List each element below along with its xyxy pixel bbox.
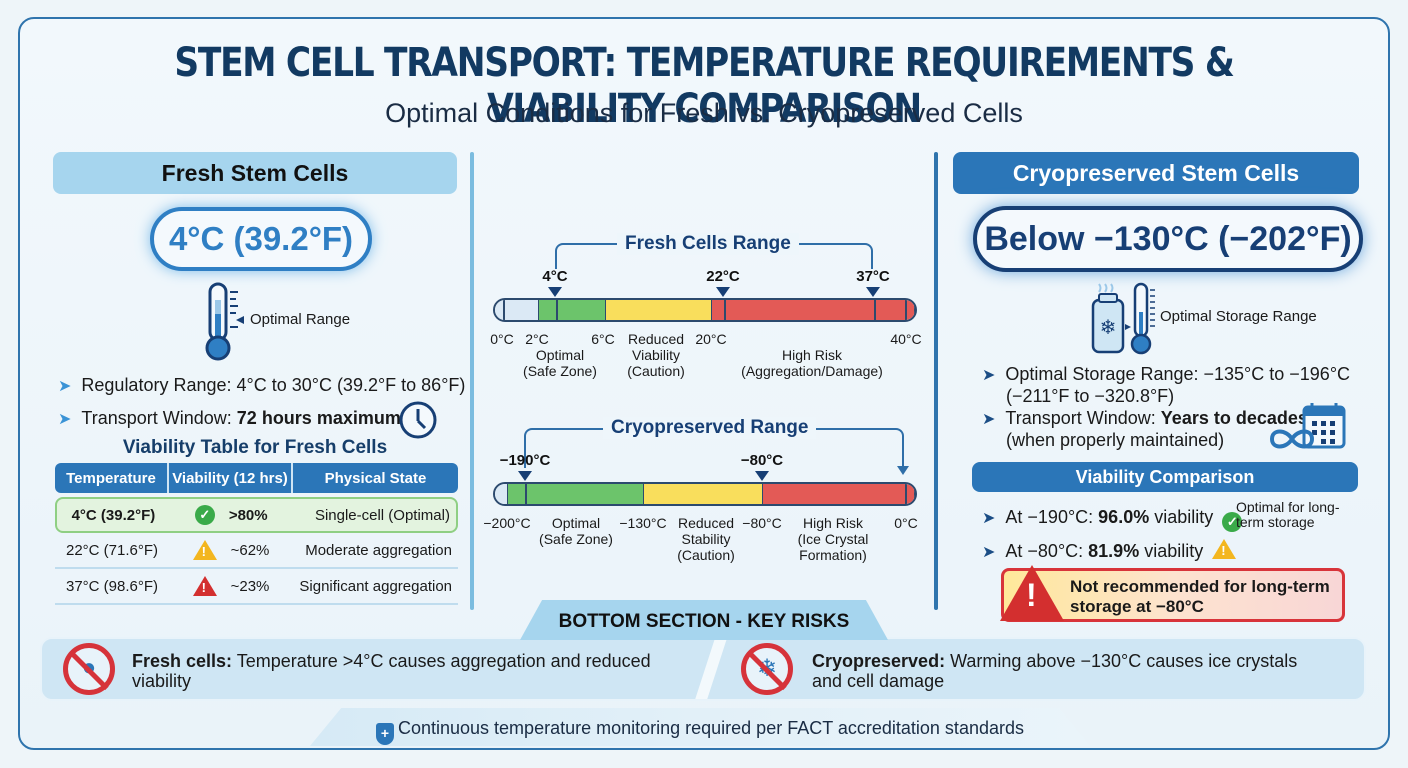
fresh-bullet-transport: ➤ Transport Window: 72 hours maximum xyxy=(58,408,401,428)
tick-label: 40°C xyxy=(890,331,922,347)
tick-label: −80°C xyxy=(742,515,782,531)
cryo-range-title: Cryopreserved Range xyxy=(603,417,817,439)
cryo-temperature-gauge xyxy=(493,482,917,506)
arrow-icon: ➤ xyxy=(982,411,996,428)
comparison-item: ➤ At −190°C: 96.0% viability ✓ xyxy=(982,507,1246,532)
tick-label: 2°C xyxy=(525,331,549,347)
zone-label: High Risk (Aggregation/Damage) xyxy=(741,347,883,379)
gauge-zone-cold xyxy=(495,300,539,320)
zone-label: High Risk (Ice Crystal Formation) xyxy=(797,515,869,563)
marker-arrow-icon xyxy=(866,287,880,297)
column-header: Temperature xyxy=(55,463,169,493)
arrow-icon: ➤ xyxy=(58,378,72,395)
bracket-arrow-icon xyxy=(897,466,909,475)
table-row: 37°C (98.6°F) ~23% Significant aggregati… xyxy=(55,569,458,605)
zone-label: Reduced Stability (Caution) xyxy=(677,515,735,563)
key-risks-title: BOTTOM SECTION - KEY RISKS xyxy=(520,600,888,640)
svg-text:❄: ❄ xyxy=(1100,317,1117,339)
table-row: 22°C (71.6°F) ~62% Moderate aggregation xyxy=(55,533,458,569)
risk-fresh: Fresh cells: Temperature >4°C causes agg… xyxy=(132,651,651,691)
cryo-bullet-transport: ➤ Transport Window: Years to decades (when… xyxy=(982,408,1308,450)
comparison-note: Optimal for long-term storage xyxy=(1236,499,1340,530)
cryo-icon-label: Optimal Storage Range xyxy=(1160,308,1317,325)
check-icon: ✓ xyxy=(194,505,215,525)
gauge-zone-risk xyxy=(712,300,915,320)
clock-icon xyxy=(399,401,437,439)
check-icon: ✓ xyxy=(1222,512,1243,532)
fresh-temperature-gauge xyxy=(493,298,917,322)
viability-table-title: Viability Table for Fresh Cells xyxy=(122,437,388,458)
cryo-panel-heading: Cryopreserved Stem Cells xyxy=(953,152,1359,194)
page-title: Stem Cell Transport: Temperature Require… xyxy=(174,40,1234,132)
marker-22c: 22°C xyxy=(693,268,753,297)
page-subtitle: Optimal Conditions for Fresh vs. Cryopre… xyxy=(385,98,1023,128)
tick-label: 0°C xyxy=(894,515,918,531)
thermometer-icon xyxy=(205,282,244,361)
tick-label: 0°C xyxy=(490,331,514,347)
column-header: Viability (12 hrs) xyxy=(169,463,293,493)
gauge-zone-risk xyxy=(763,484,915,504)
danger-icon xyxy=(192,576,217,596)
fresh-range-title: Fresh Cells Range xyxy=(617,233,799,255)
fresh-panel-heading: Fresh Stem Cells xyxy=(53,152,457,194)
warning-icon xyxy=(192,540,217,560)
viability-table-header: Temperature Viability (12 hrs) Physical … xyxy=(55,463,458,493)
zone-label: Optimal (Safe Zone) xyxy=(539,515,613,547)
calendar-infinity-icon xyxy=(1269,403,1346,449)
marker-4c: 4°C xyxy=(525,268,585,297)
arrow-icon: ➤ xyxy=(982,367,996,384)
arrow-icon: ➤ xyxy=(58,411,72,428)
arrow-icon: ➤ xyxy=(982,544,996,561)
no-ice-crystal-icon: ❄ xyxy=(741,643,793,695)
tick-label: 20°C xyxy=(695,331,727,347)
cryo-temperature-badge: Below −130°C (−202°F) xyxy=(973,206,1363,272)
table-row: 4°C (39.2°F) ✓ >80% Single-cell (Optimal) xyxy=(55,497,458,533)
marker-arrow-icon xyxy=(755,471,769,481)
gauge-zone-optimal xyxy=(539,300,606,320)
marker-arrow-icon xyxy=(548,287,562,297)
tick-label: 6°C xyxy=(591,331,615,347)
column-header: Physical State xyxy=(324,469,427,487)
tick-label: −200°C xyxy=(483,515,531,531)
fresh-bullet-regulatory: ➤ Regulatory Range: 4°C to 30°C (39.2°F t… xyxy=(58,375,466,395)
viability-comparison-heading: Viability Comparison xyxy=(972,462,1358,492)
marker-arrow-icon xyxy=(716,287,730,297)
marker-minus-190c: −190°C xyxy=(495,452,555,481)
alert-triangle-icon xyxy=(1000,565,1064,621)
fresh-temperature-badge: 4°C (39.2°F) xyxy=(150,207,372,271)
zone-label: Reduced Viability (Caution) xyxy=(627,331,685,379)
arrow-icon: ➤ xyxy=(982,510,996,527)
gauge-zone-optimal xyxy=(508,484,644,504)
shield-thermometer-icon: + xyxy=(375,723,394,745)
footer-note: + Continuous temperature monitoring requi… xyxy=(310,708,1090,746)
divider-left xyxy=(470,152,474,610)
no-cell-aggregation-icon: ● xyxy=(63,643,115,695)
comparison-item: ➤ At −80°C: 81.9% viability xyxy=(982,539,1250,562)
storage-alert-box: Not recommended for long-term storage at… xyxy=(1000,565,1345,622)
marker-minus-80c: −80°C xyxy=(732,452,792,481)
marker-arrow-icon xyxy=(518,471,532,481)
cryo-bullet-storage: ➤ Optimal Storage Range: −135°C to −196°C… xyxy=(982,364,1351,406)
risk-cryo: Cryopreserved: Warming above −130°C caus… xyxy=(812,651,1298,691)
gauge-zone-caution xyxy=(606,300,712,320)
gauge-zone-caution xyxy=(644,484,763,504)
viability-table: Temperature Viability (12 hrs) Physical … xyxy=(55,463,458,605)
fresh-icon-label: Optimal Range xyxy=(250,311,351,328)
cryo-dewar-thermometer-icon: ❄ xyxy=(1091,282,1155,355)
tick-label: −130°C xyxy=(619,515,667,531)
warning-icon xyxy=(1212,539,1237,559)
marker-37c: 37°C xyxy=(843,268,903,297)
divider-right xyxy=(934,152,938,610)
gauge-zone-cold xyxy=(495,484,508,504)
zone-label: Optimal (Safe Zone) xyxy=(523,347,597,379)
